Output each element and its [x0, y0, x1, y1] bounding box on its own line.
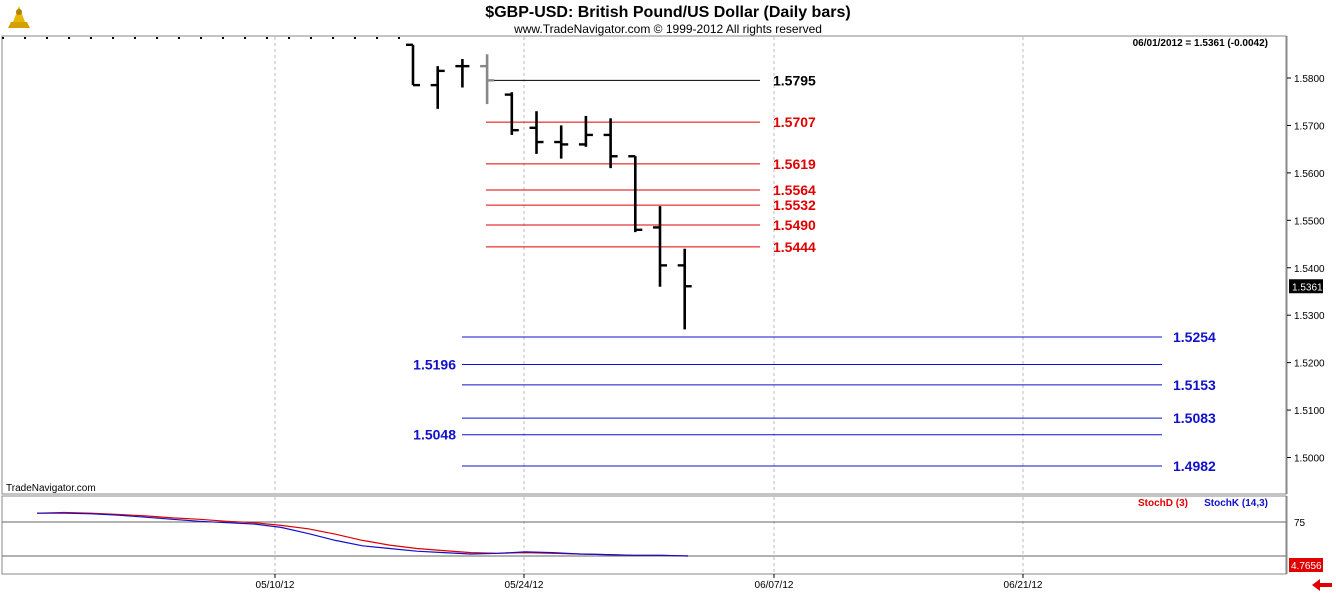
grid-main: [274, 37, 1024, 493]
y-tick-label: 1.5500: [1294, 216, 1325, 227]
ohlc-bar: [554, 125, 569, 159]
y-axis-stoch: 75 4.7656: [1286, 496, 1323, 574]
ohlc-bar: [430, 66, 445, 109]
level-label: 1.5254: [1173, 329, 1216, 345]
level-label: 1.5619: [773, 156, 816, 172]
y-tick-label: 1.5300: [1294, 311, 1325, 322]
y-tick-label: 1.5800: [1294, 74, 1325, 85]
copyright-subtitle: www.TradeNavigator.com © 1999-2012 All r…: [513, 22, 822, 36]
quote-readout: 06/01/2012 = 1.5361 (-0.0042): [1133, 38, 1268, 49]
ohlc-bar: [653, 206, 667, 287]
chart-title: $GBP-USD: British Pound/US Dollar (Daily…: [485, 4, 850, 21]
y-axis-main: 1.5800 1.5700 1.5600 1.5500 1.5400 1.5300 1.52…: [1286, 36, 1325, 494]
y-tick-label: 1.5700: [1294, 121, 1325, 132]
level-label: 1.5196: [413, 357, 456, 373]
stoch-last-box: [1289, 558, 1323, 572]
level-label: 1.5153: [1173, 377, 1216, 393]
watermark-label: TradeNavigator.com: [6, 483, 96, 494]
x-tick-label: 06/21/12: [1004, 580, 1043, 591]
x-axis: 05/10/12 05/24/12 06/07/12 06/21/12: [256, 574, 1043, 591]
ohlc-bar: [578, 115, 593, 147]
stochk-line: [37, 512, 689, 557]
last-price-label: 1.5361: [1292, 282, 1323, 293]
ohlc-bar: [603, 118, 618, 169]
x-tick-label: 05/24/12: [505, 580, 544, 591]
stochk-legend: StochK (14,3): [1204, 498, 1268, 509]
stochastic-panel: [1, 495, 1287, 575]
ohlc-bar: [628, 155, 643, 233]
level-label: 1.5490: [773, 217, 816, 233]
level-label: 1.5083: [1173, 410, 1216, 426]
x-tick-label: 06/07/12: [755, 580, 794, 591]
level-label: 1.5795: [773, 72, 816, 88]
y-tick-label: 1.5600: [1294, 169, 1325, 180]
y-tick-label: 1.5200: [1294, 359, 1325, 370]
y-tick-label: 1.5000: [1294, 454, 1325, 465]
level-label: 1.5444: [773, 239, 816, 255]
stoch-last-label: 4.7656: [1291, 561, 1322, 572]
stoch-tick-label: 75: [1294, 518, 1306, 529]
stochd-legend: StochD (3): [1138, 498, 1188, 509]
ohlc-bar: [504, 92, 519, 135]
ohlc-bar: [480, 54, 495, 105]
ohlc-bar: [677, 248, 692, 330]
level-label: 1.5532: [773, 197, 816, 213]
logo-icon: [4, 4, 34, 30]
level-label: 1.4982: [1173, 458, 1216, 474]
y-tick-label: 1.5400: [1294, 264, 1325, 275]
level-label: 1.5564: [773, 182, 816, 198]
ohlc-bar: [529, 111, 544, 154]
last-price-box: [1289, 279, 1323, 294]
scroll-left-arrow-icon[interactable]: [1310, 578, 1334, 592]
y-tick-label: 1.5100: [1294, 406, 1325, 417]
price-bars: [406, 43, 692, 330]
level-label: 1.5048: [413, 427, 456, 443]
stochastic-lines: [36, 511, 689, 557]
ohlc-bar: [406, 43, 420, 87]
level-label: 1.5707: [773, 114, 816, 130]
x-tick-label: 05/10/12: [256, 580, 295, 591]
price-panel: [1, 35, 1287, 495]
ohlc-bar: [455, 59, 470, 88]
